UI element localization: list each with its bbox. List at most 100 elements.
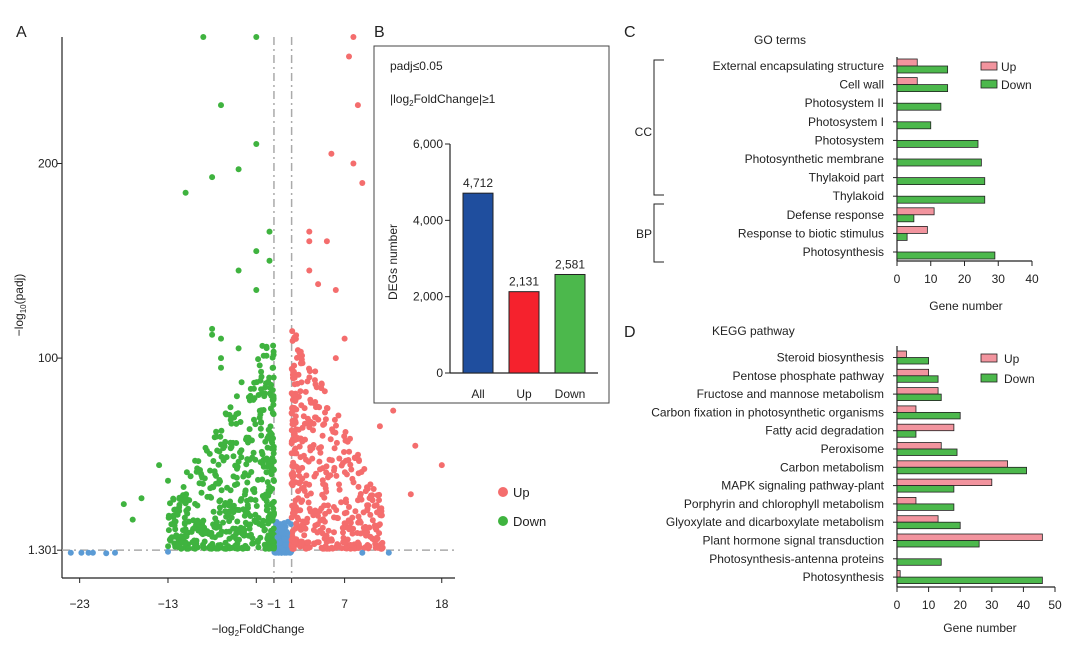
x-tick-label: 30 — [985, 598, 999, 612]
volcano-point-down — [253, 34, 260, 40]
bar-up — [896, 533, 1043, 541]
volcano-point-up — [412, 442, 419, 449]
volcano-point-up — [292, 437, 298, 443]
volcano-point-up — [321, 502, 328, 509]
bar-down — [896, 251, 996, 260]
volcano-point-down — [181, 514, 188, 521]
volcano-point-up — [311, 473, 318, 480]
volcano-point-down — [230, 525, 237, 532]
volcano-point-down — [221, 545, 228, 552]
volcano-point-up — [297, 348, 304, 355]
volcano-point-down — [237, 497, 244, 504]
volcano-point-up — [373, 536, 380, 543]
bar-down — [896, 466, 1027, 475]
panel-c-letter: C — [624, 24, 636, 41]
volcano-point-ns — [103, 550, 110, 557]
volcano-point-up — [374, 509, 380, 516]
panel-a-legend: Up Down — [498, 485, 546, 529]
volcano-point-down — [215, 461, 222, 468]
cc-bracket — [653, 59, 664, 196]
volcano-point-down — [245, 439, 251, 446]
volcano-point-up — [335, 412, 342, 419]
volcano-point-up — [316, 458, 323, 465]
bar-down — [896, 448, 958, 456]
x-tick-label: 0 — [894, 598, 901, 612]
volcano-point-down — [259, 493, 266, 499]
volcano-point-up — [323, 238, 330, 245]
category-label: Defense response — [787, 208, 885, 222]
volcano-point-down — [269, 530, 276, 537]
volcano-point-down — [165, 477, 171, 484]
volcano-point-up — [291, 405, 298, 411]
panel-d-legend: Up Down — [980, 352, 1035, 386]
panel-b-ticks: 0 2,000 4,000 6,000 — [413, 137, 450, 380]
x-tick-label: All — [471, 387, 484, 401]
volcano-point-down — [259, 342, 266, 349]
x-tick-label: 1 — [288, 597, 295, 611]
volcano-point-up — [291, 450, 298, 457]
volcano-point-up — [332, 287, 339, 293]
panel-c-legend-up-label: Up — [1001, 60, 1017, 74]
category-label: Photosynthesis-antenna proteins — [709, 552, 884, 566]
volcano-point-down — [255, 356, 262, 363]
volcano-point-up — [306, 505, 313, 512]
bar-down — [896, 357, 930, 365]
volcano-point-up — [354, 102, 361, 109]
volcano-point-down — [268, 381, 275, 388]
cc-label: CC — [635, 125, 653, 139]
volcano-point-down — [213, 519, 220, 526]
volcano-point-down — [240, 506, 247, 513]
volcano-point-up — [313, 384, 320, 391]
volcano-point-down — [165, 527, 172, 534]
volcano-point-up — [365, 543, 372, 550]
bar-down — [896, 84, 949, 92]
category-label: Photosynthesis — [803, 245, 884, 259]
volcano-point-up — [390, 407, 397, 414]
volcano-point-up — [376, 423, 383, 430]
volcano-point-up — [339, 524, 346, 531]
panel-d-ticks: 0 10 20 30 40 50 — [894, 587, 1062, 612]
bar-down — [896, 102, 942, 111]
volcano-point-up — [343, 509, 350, 516]
volcano-point-up — [298, 402, 305, 409]
volcano-point-down — [270, 342, 277, 349]
volcano-point-down — [233, 542, 240, 549]
volcano-point-up — [347, 519, 354, 526]
volcano-point-up — [342, 429, 349, 435]
volcano-point-ns — [112, 549, 118, 556]
volcano-point-up — [305, 499, 312, 506]
volcano-point-down — [249, 540, 256, 547]
volcano-point-up — [364, 525, 371, 532]
panel-c-category-labels: External encapsulating structure Cell wal… — [713, 59, 897, 259]
volcano-point-down — [220, 445, 227, 452]
volcano-point-up — [355, 519, 362, 526]
volcano-point-down — [215, 480, 222, 487]
volcano-point-down — [213, 545, 220, 552]
volcano-point-down — [210, 508, 217, 515]
volcano-point-down — [182, 495, 189, 502]
bar-up — [896, 350, 907, 358]
volcano-point-down — [233, 440, 240, 446]
panel-d-legend-up-swatch — [980, 353, 998, 363]
volcano-point-down — [269, 387, 276, 393]
x-tick-label: Down — [555, 387, 586, 401]
volcano-point-down — [253, 503, 260, 509]
x-tick-label: Up — [516, 387, 532, 401]
volcano-point-up — [290, 459, 297, 466]
volcano-point-up — [341, 335, 348, 342]
volcano-point-up — [318, 381, 325, 388]
volcano-point-down — [216, 498, 223, 505]
x-tick-label: 40 — [1017, 598, 1031, 612]
volcano-point-up — [298, 499, 305, 505]
volcano-point-down — [211, 434, 218, 441]
volcano-point-down — [165, 512, 172, 519]
volcano-point-down — [255, 392, 262, 398]
volcano-point-up — [331, 529, 337, 536]
volcano-point-down — [187, 473, 194, 480]
volcano-point-down — [269, 538, 276, 545]
volcano-point-ns — [89, 549, 96, 556]
volcano-point-up — [374, 543, 381, 550]
volcano-point-down — [270, 450, 277, 457]
volcano-point-down — [269, 364, 276, 371]
volcano-point-down — [266, 228, 273, 235]
